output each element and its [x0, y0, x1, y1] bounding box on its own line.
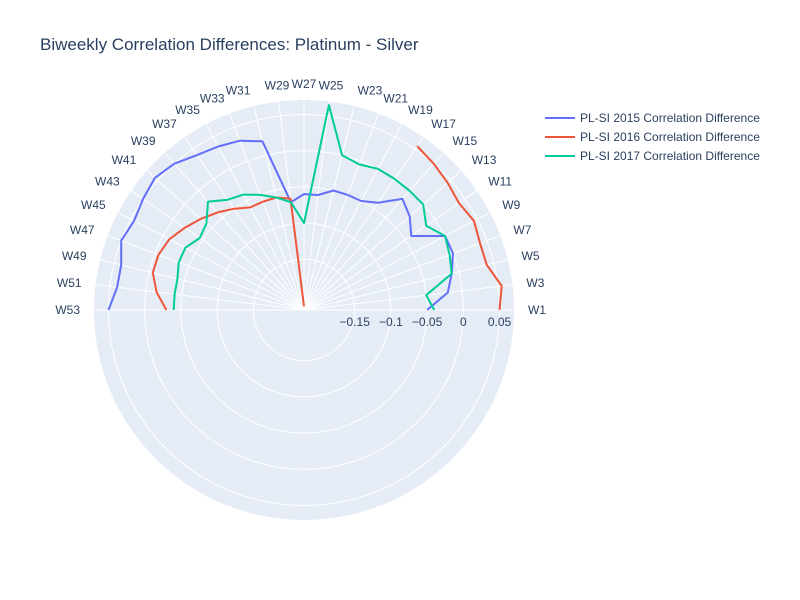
angular-grid-line: [303, 136, 424, 311]
radial-tick-label: 0.05: [488, 315, 512, 329]
angular-grid-line: [130, 190, 305, 311]
angular-grid-line: [303, 113, 379, 311]
legend-item-1[interactable]: PL-SI 2016 Correlation Difference: [545, 130, 760, 144]
angular-tick-label: W7: [513, 223, 531, 237]
legend-label: PL-SI 2017 Correlation Difference: [580, 149, 760, 163]
chart-title: Biweekly Correlation Differences: Platin…: [40, 35, 419, 54]
radial-tick-label: 0: [460, 315, 467, 329]
angular-tick-label: W39: [131, 134, 156, 148]
angular-tick-label: W33: [200, 92, 225, 106]
angular-tick-label: W21: [383, 92, 408, 106]
angular-tick-label: W29: [265, 79, 290, 93]
radial-grid-circle: [144, 150, 464, 470]
radial-tick-label: −0.15: [340, 315, 371, 329]
legend-label: PL-SI 2016 Correlation Difference: [580, 130, 760, 144]
legend[interactable]: PL-SI 2015 Correlation Difference PL-SI 2…: [545, 111, 760, 163]
angular-tick-label: W23: [358, 84, 383, 98]
legend-item-0[interactable]: PL-SI 2015 Correlation Difference: [545, 111, 760, 125]
angular-grid-line: [303, 170, 462, 311]
angular-grid-line: [117, 211, 305, 311]
angular-grid-line: [303, 123, 403, 311]
angular-grid-line: [95, 284, 305, 311]
angular-grid-line: [303, 152, 444, 311]
radial-grid: [107, 113, 501, 507]
angular-tick-label: W27: [292, 77, 317, 91]
angular-tick-label: W53: [55, 303, 80, 317]
series-line-1[interactable]: [151, 145, 503, 311]
angular-grid-line: [303, 284, 513, 311]
angular-grid-line: [205, 123, 305, 311]
angular-tick-label: W51: [57, 276, 82, 290]
angular-tick-label: W13: [472, 153, 497, 167]
angular-tick-label: W37: [152, 117, 177, 131]
radial-grid-circle: [252, 258, 356, 362]
angular-tick-label: W25: [319, 79, 344, 93]
angular-tick-label: W9: [502, 198, 520, 212]
angular-tick-label: W43: [95, 175, 120, 189]
angular-grid-line: [146, 170, 305, 311]
angular-tick-label: W19: [408, 103, 433, 117]
angular-grid-line: [164, 152, 305, 311]
angular-tick-label: W3: [526, 276, 544, 290]
legend-label: PL-SI 2015 Correlation Difference: [580, 111, 760, 125]
angular-grid-line: [303, 211, 491, 311]
radial-tick-labels: −0.15 −0.1 −0.05 0 0.05: [340, 315, 512, 329]
angular-grid-line: [99, 259, 305, 311]
angular-grid-line: [303, 105, 355, 311]
angular-tick-label: W35: [175, 103, 200, 117]
angular-grid-line: [303, 101, 330, 311]
angular-grid-line: [303, 190, 478, 311]
angular-tick-label: W11: [488, 175, 512, 189]
angular-grid-line: [303, 235, 501, 311]
radial-tick-label: −0.05: [412, 315, 443, 329]
angular-tick-label: W47: [70, 223, 95, 237]
angular-tick-label: W41: [112, 153, 137, 167]
angular-tick-label: W15: [453, 134, 478, 148]
angular-tick-label: W5: [522, 249, 540, 263]
angular-tick-label: W1: [528, 303, 546, 317]
angular-tick-label: W17: [431, 117, 456, 131]
angular-tick-label: W45: [81, 198, 106, 212]
angular-grid-line: [229, 113, 305, 311]
legend-item-2[interactable]: PL-SI 2017 Correlation Difference: [545, 149, 760, 163]
angular-tick-label: W31: [226, 84, 251, 98]
series-line-2[interactable]: [172, 104, 453, 311]
radial-tick-label: −0.1: [379, 315, 403, 329]
angular-grid-line: [184, 136, 305, 311]
series-line-0[interactable]: [107, 139, 454, 311]
angular-grid-line: [107, 235, 305, 311]
angular-grid-line: [303, 259, 509, 311]
angular-grid: [94, 100, 514, 311]
angular-tick-label: W49: [62, 249, 87, 263]
series-layer: [107, 104, 503, 311]
angular-grid-line: [253, 105, 305, 311]
